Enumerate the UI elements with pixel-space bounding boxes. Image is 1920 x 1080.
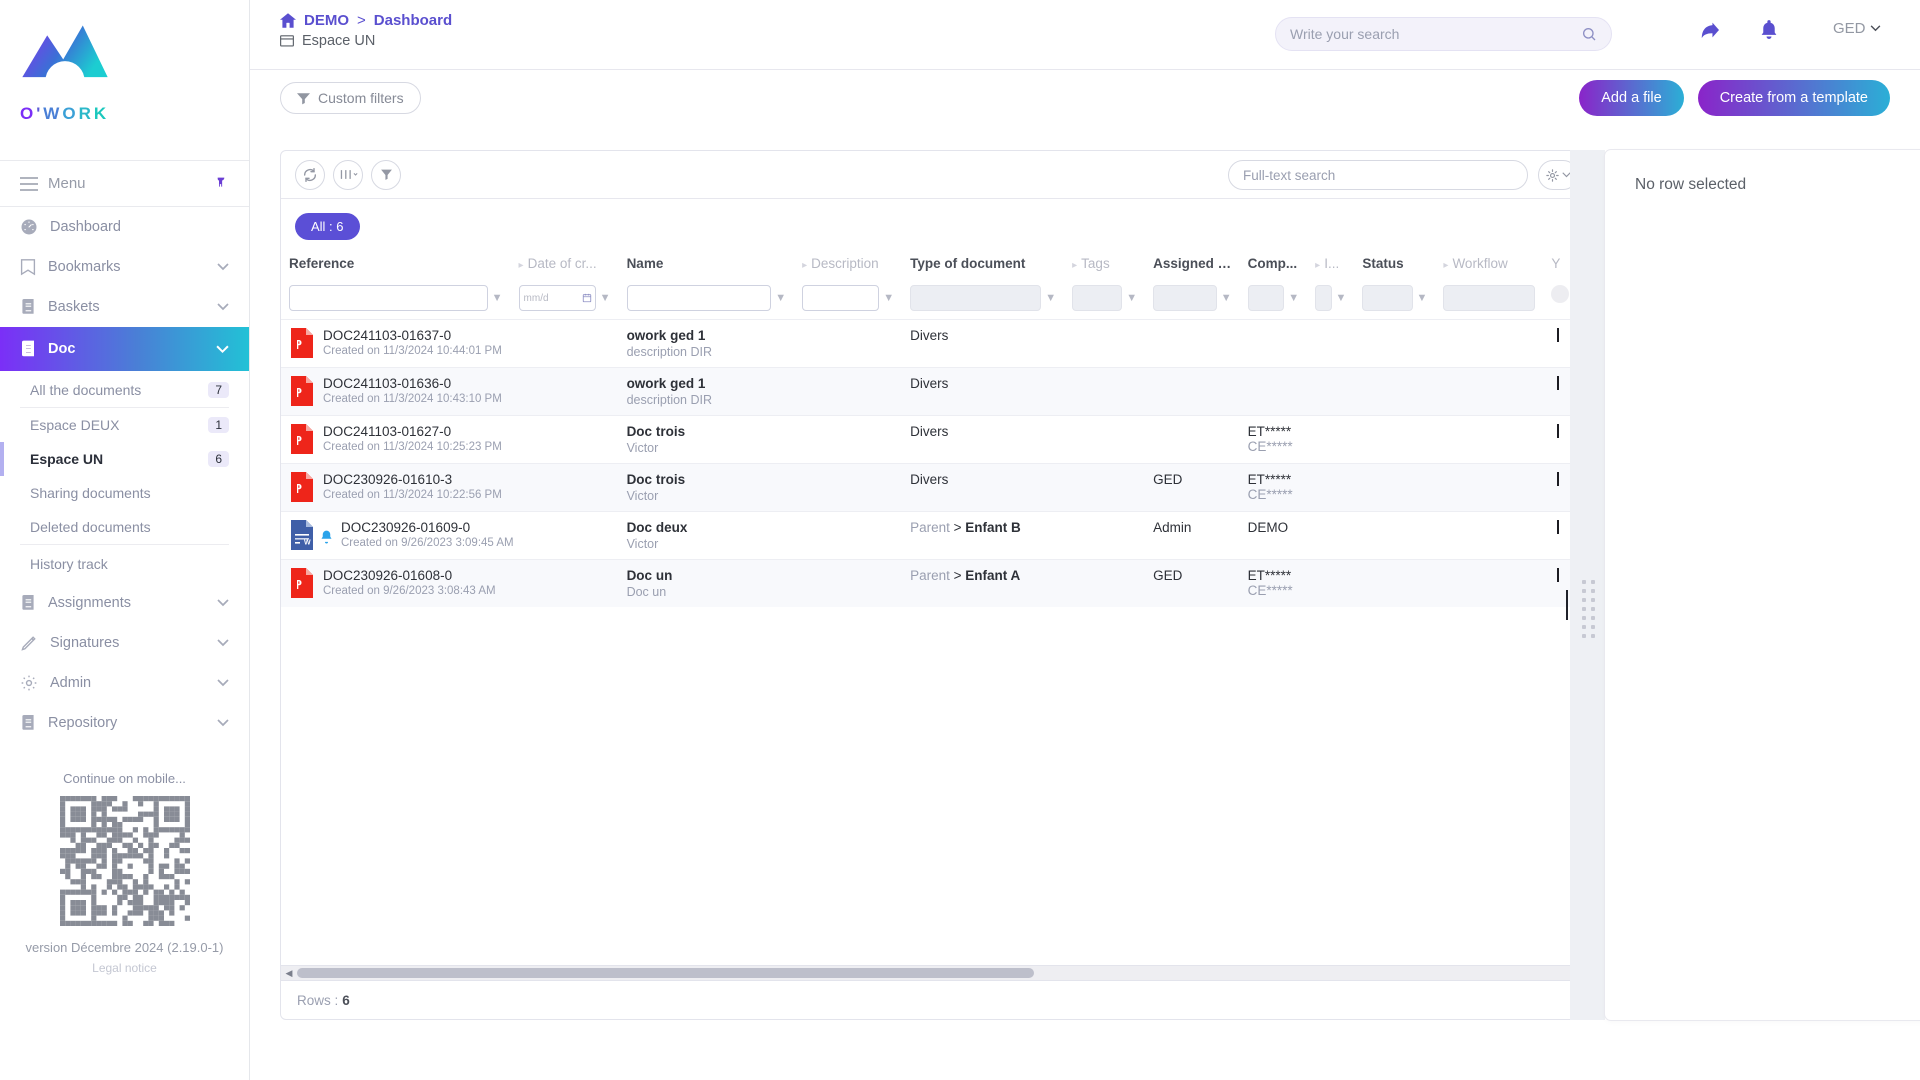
svg-text:W: W xyxy=(304,540,311,547)
